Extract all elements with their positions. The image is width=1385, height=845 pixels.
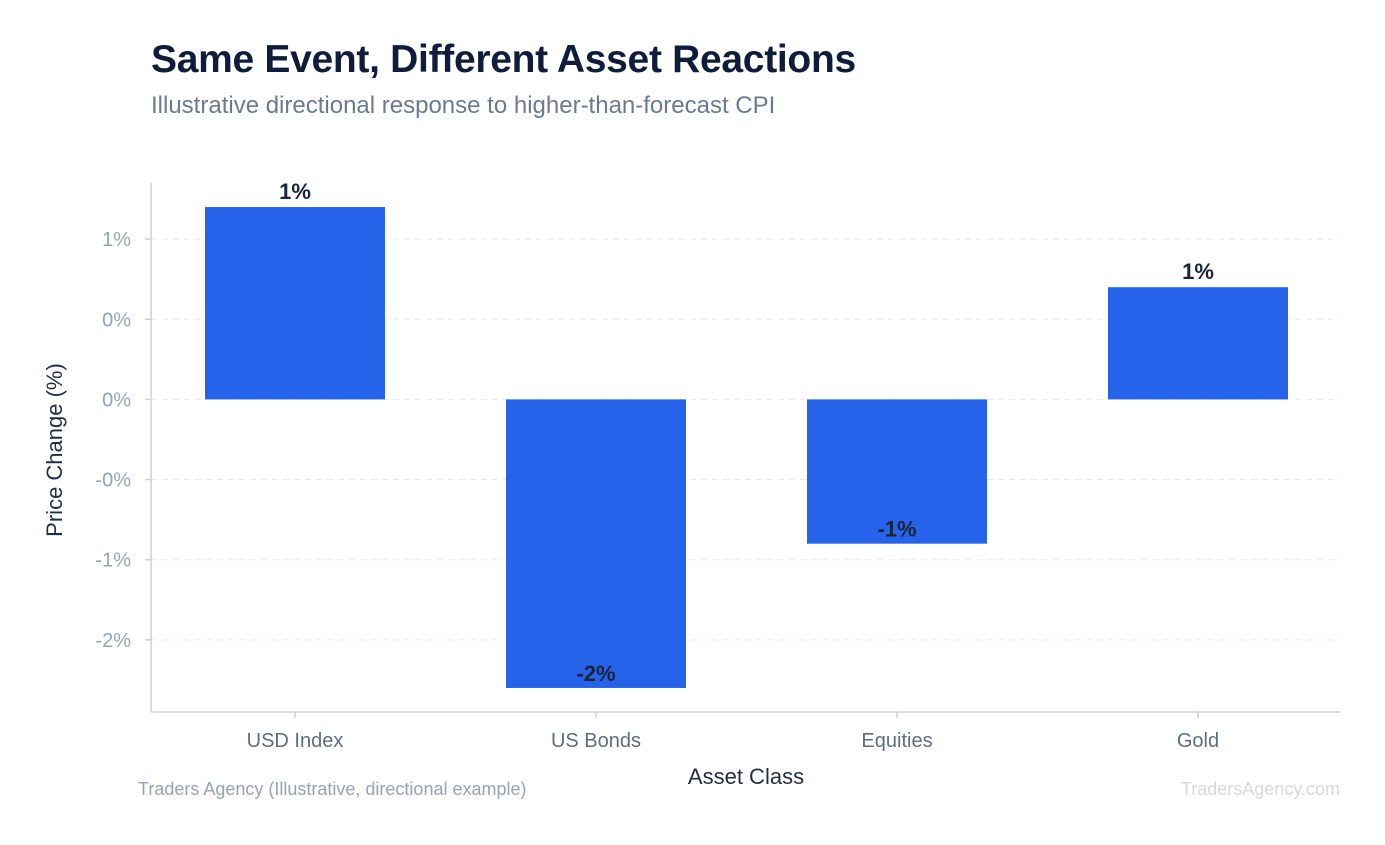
brand-watermark: TradersAgency.com [1180, 779, 1340, 799]
chart-title: Same Event, Different Asset Reactions [151, 38, 856, 81]
y-tick-labels: 1% 0% 0% -0% -1% -2% [95, 229, 151, 652]
y-tick-label: 0% [102, 389, 131, 411]
y-tick-label: -1% [95, 550, 131, 572]
x-tick-labels: USD Index US Bonds Equities Gold [247, 712, 1219, 752]
data-label: -2% [576, 661, 615, 686]
x-tick-label: Gold [1177, 730, 1219, 752]
y-tick-label: 0% [102, 309, 131, 331]
axes [150, 183, 1340, 713]
bar [1108, 287, 1288, 400]
y-tick-label: 1% [102, 229, 131, 251]
data-labels: 1% -2% -1% 1% [279, 179, 1214, 686]
x-tick-label: USD Index [247, 730, 344, 752]
bar [205, 207, 385, 400]
bar [807, 399, 987, 544]
x-tick-label: US Bonds [551, 730, 641, 752]
source-note: Traders Agency (Illustrative, directiona… [138, 779, 527, 799]
chart-subtitle: Illustrative directional response to hig… [151, 92, 776, 119]
data-label: 1% [1182, 259, 1214, 284]
y-tick-label: -2% [95, 630, 131, 652]
bars [205, 207, 1288, 688]
x-tick-label: Equities [861, 730, 932, 752]
bar [506, 399, 686, 688]
data-label: -1% [877, 517, 916, 542]
x-axis-label: Asset Class [688, 764, 804, 789]
y-axis-label: Price Change (%) [42, 363, 67, 537]
data-label: 1% [279, 179, 311, 204]
y-tick-label: -0% [95, 470, 131, 492]
